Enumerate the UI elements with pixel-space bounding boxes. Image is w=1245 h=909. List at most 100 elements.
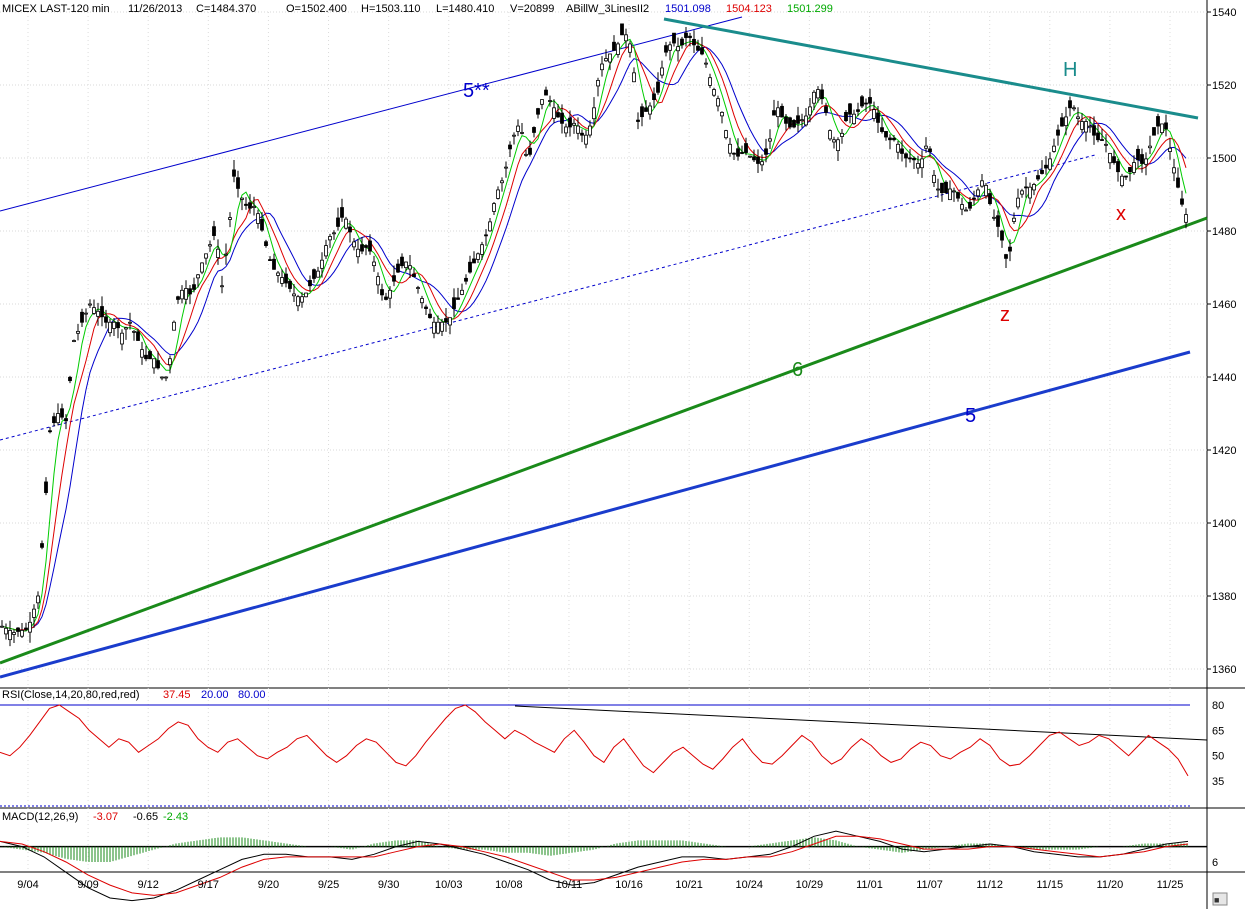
- candle-body: [1024, 186, 1028, 189]
- scroll-button[interactable]: [1212, 892, 1228, 906]
- candle-body: [440, 321, 444, 332]
- candle-body: [636, 119, 640, 122]
- candle-body: [1032, 184, 1036, 191]
- candle-body: [528, 147, 532, 155]
- candle-body: [156, 360, 160, 369]
- rsi-label: RSI(Close,14,20,80,red,red): [2, 689, 140, 701]
- candle-body: [668, 44, 672, 51]
- candle-body: [84, 312, 88, 315]
- candle-body: [908, 157, 912, 160]
- candle-body: [576, 125, 580, 134]
- candle-body: [448, 317, 452, 326]
- candle-body: [1056, 129, 1060, 136]
- candle-body: [240, 197, 244, 200]
- candle-body: [712, 89, 716, 96]
- candle-body: [756, 156, 760, 164]
- candle-body: [336, 217, 340, 227]
- header-ind1: 1501.098: [665, 3, 711, 15]
- candle-body: [644, 107, 648, 112]
- candle-body: [988, 193, 992, 205]
- candle-body: [372, 261, 376, 267]
- candle-body: [452, 297, 456, 309]
- candle-body: [196, 274, 200, 279]
- label-wave-5-star: 5**: [463, 80, 490, 102]
- candle-body: [524, 153, 528, 156]
- candle-body: [532, 127, 536, 133]
- candle-body: [1124, 175, 1128, 178]
- candle-body: [860, 96, 864, 107]
- candle-body: [832, 139, 836, 143]
- candle-body: [736, 148, 740, 157]
- price-tick-label: 1520: [1212, 80, 1236, 92]
- candle-body: [1064, 116, 1068, 127]
- candle-body: [232, 169, 236, 177]
- candle-body: [812, 91, 816, 104]
- candle-body: [676, 46, 680, 52]
- macd-tick-label: 6: [1212, 857, 1218, 869]
- candle-body: [796, 115, 800, 124]
- candle-body: [124, 327, 128, 330]
- candle-body: [136, 331, 140, 341]
- candle-body: [252, 205, 256, 208]
- candle-body: [260, 218, 264, 231]
- candle-body: [1132, 162, 1136, 173]
- candle-body: [740, 152, 744, 154]
- date-tick-label: 9/04: [17, 879, 38, 891]
- candle-body: [608, 53, 612, 63]
- candle-body: [720, 111, 724, 117]
- candle-body: [536, 108, 540, 115]
- date-tick-label: 10/08: [495, 879, 523, 891]
- candle-body: [992, 216, 996, 219]
- candle-body: [976, 189, 980, 197]
- price-candles: [0, 23, 1188, 647]
- date-tick-label: 9/12: [137, 879, 158, 891]
- price-tick-label: 1440: [1212, 372, 1236, 384]
- price-tick-label: 1480: [1212, 226, 1236, 238]
- candle-body: [904, 153, 908, 159]
- candle-body: [48, 430, 52, 433]
- candle-body: [504, 166, 508, 169]
- candle-body: [416, 287, 420, 289]
- candle-body: [884, 131, 888, 138]
- candle-body: [984, 184, 988, 197]
- rsi-high: 80.00: [238, 689, 266, 701]
- candle-body: [428, 313, 432, 319]
- candle-body: [456, 297, 460, 300]
- candle-body: [0, 625, 4, 628]
- date-grid: [27, 12, 1171, 872]
- header-high: H=1503.110: [361, 3, 420, 15]
- trendline-H: [663, 17, 1199, 120]
- candle-body: [184, 288, 188, 300]
- candle-body: [1172, 167, 1176, 174]
- rsi-trendline: [514, 705, 1208, 741]
- candle-body: [932, 174, 936, 183]
- date-tick-label: 9/25: [318, 879, 339, 891]
- candle-body: [204, 253, 208, 259]
- date-axis: 9/04 9/09 9/12 9/17 9/20 9/25 9/30 10/03 10/08 10…: [17, 879, 1183, 891]
- candle-body: [368, 240, 372, 252]
- candle-body: [840, 132, 844, 137]
- label-wave-z: z: [1000, 304, 1010, 326]
- candle-body: [960, 204, 964, 210]
- candle-body: [768, 138, 772, 142]
- candle-body: [1060, 117, 1064, 127]
- candle-body: [1156, 116, 1160, 127]
- candle-body: [16, 627, 20, 632]
- candle-body: [1084, 121, 1088, 133]
- candle-body: [92, 307, 96, 314]
- candle-body: [300, 296, 304, 303]
- candle-body: [132, 330, 136, 333]
- candle-body: [592, 107, 596, 120]
- candle-body: [1100, 139, 1104, 141]
- candle-body: [404, 261, 408, 269]
- candle-body: [212, 226, 216, 236]
- candle-body: [380, 289, 384, 296]
- candle-body: [820, 89, 824, 100]
- label-wave-5: 5: [965, 405, 976, 427]
- candle-body: [1008, 246, 1012, 252]
- price-tick-label: 1420: [1212, 445, 1236, 457]
- candle-body: [620, 23, 624, 36]
- candle-body: [88, 303, 92, 306]
